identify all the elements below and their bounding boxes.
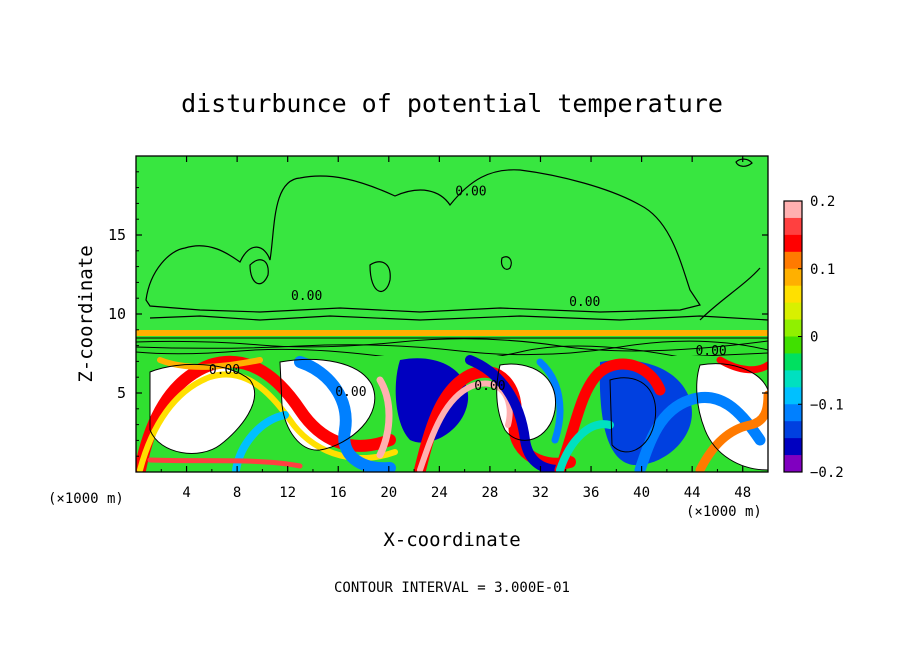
colorbar-swatch [784, 201, 802, 219]
colorbar-swatch [784, 319, 802, 337]
colorbar-swatch [784, 285, 802, 304]
x-tick-label: 12 [279, 485, 296, 501]
swirl-band [554, 358, 666, 472]
x-unit-right: (×1000 m) [686, 504, 762, 520]
colorbar-swatch [784, 217, 802, 236]
chart-title: disturbunce of potential temperature [181, 89, 723, 118]
y-tick-label: 10 [108, 305, 126, 323]
upper-layer [136, 156, 768, 331]
x-axis-label: X-coordinate [383, 529, 520, 551]
swirl-band [157, 357, 263, 370]
stable-layer-band [136, 330, 768, 336]
x-tick-label: 36 [583, 485, 600, 501]
colorbar-tick-label: −0.2 [810, 465, 844, 481]
colorbar-swatch [784, 370, 802, 388]
colorbar-tick-label: 0.2 [810, 194, 835, 210]
y-tick-label: 15 [108, 226, 126, 244]
swirl-band [695, 390, 768, 472]
x-tick-label: 8 [233, 485, 241, 501]
x-axis: 4 8 12 16 20 24 28 32 36 40 44 48 [160, 156, 751, 501]
y-tick-label: 5 [117, 384, 126, 402]
colorbar-swatch [784, 302, 802, 321]
x-unit-left: (×1000 m) [48, 491, 124, 507]
colorbar-tick-label: 0 [810, 330, 818, 346]
x-tick-label: 32 [532, 485, 549, 501]
contour-label: 0.00 [474, 379, 505, 394]
x-tick-label: 16 [330, 485, 347, 501]
convective-layer [136, 355, 768, 472]
colorbar-swatch [784, 234, 802, 253]
swirl-band [136, 355, 396, 472]
swirl-band [137, 371, 398, 472]
x-tick-label: 48 [734, 485, 751, 501]
swirl-band [556, 420, 614, 472]
colorbar-swatch [784, 438, 802, 456]
colorbar-swatch [784, 387, 802, 405]
swirl-band [417, 380, 513, 472]
colorbar-swatch [784, 251, 802, 270]
y-axis: 5 10 15 [108, 171, 768, 457]
swirl-band [376, 376, 393, 459]
upper-contours [145, 158, 768, 321]
contour-interval-note: CONTOUR INTERVAL = 3.000E-01 [334, 580, 570, 596]
x-tick-label: 40 [633, 485, 650, 501]
contour-labels: 0.00 0.00 0.00 0.00 0.00 0.00 0.00 [209, 185, 727, 401]
x-tick-label: 24 [431, 485, 448, 501]
colorbar-tick-label: −0.1 [810, 397, 844, 413]
x-tick-label: 4 [182, 485, 190, 501]
field-patch [395, 358, 469, 443]
swirl-band [716, 356, 768, 374]
colorbar-tick-label: 0.1 [810, 262, 835, 278]
plot-area [136, 156, 768, 472]
swirl-band [147, 457, 303, 469]
x-tick-label: 44 [684, 485, 701, 501]
swirl-band [294, 356, 396, 472]
colorbar-swatch [784, 421, 802, 439]
colorbar-swatch [784, 336, 802, 354]
contour-label: 0.00 [455, 185, 486, 200]
x-tick-label: 20 [380, 485, 397, 501]
colorbar-swatch [784, 404, 802, 422]
colorbar-swatch [784, 268, 802, 287]
contour-label: 0.00 [335, 385, 366, 400]
colorbar-swatch [784, 353, 802, 371]
contour-label: 0.00 [291, 289, 322, 304]
field-patch [599, 360, 692, 466]
colorbar-swatch [784, 455, 802, 473]
swirl-band [634, 391, 766, 472]
colorbar: 0.2 0.1 0 −0.1 −0.2 [783, 194, 844, 481]
lower-contours [149, 358, 768, 471]
x-tick-label: 28 [481, 485, 498, 501]
swirl-band [536, 358, 564, 444]
y-axis-label: Z-coordinate [75, 245, 97, 382]
contour-label: 0.00 [209, 363, 240, 378]
contour-label: 0.00 [569, 295, 600, 310]
swirl-band [465, 355, 565, 472]
contour-label: 0.00 [695, 344, 726, 359]
